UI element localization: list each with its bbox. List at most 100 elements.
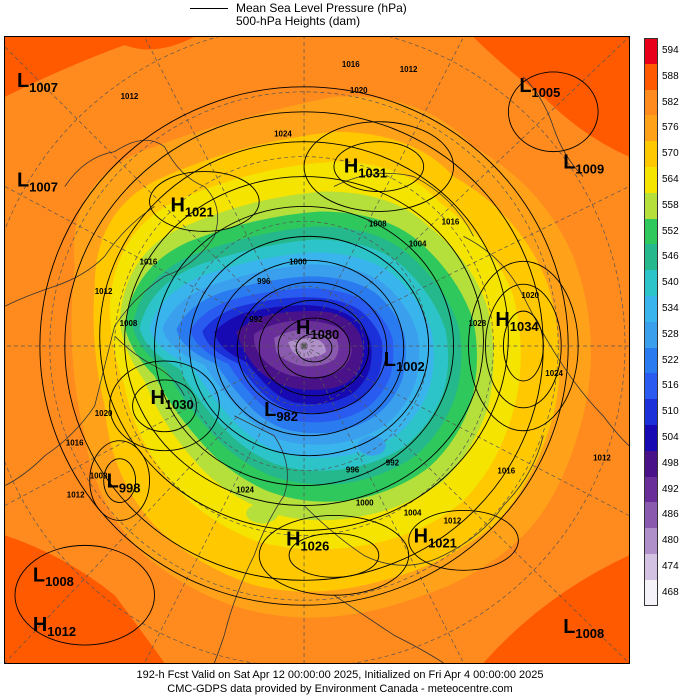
high-pressure-center: H1021 [170, 194, 213, 219]
isobar-label: 1008 [90, 472, 108, 481]
meridian [5, 345, 305, 506]
isobar [333, 141, 425, 192]
isobar [502, 310, 544, 382]
isobar-label: 1020 [521, 291, 539, 300]
isobar-label: 992 [386, 459, 400, 468]
colorbar-swatch [644, 89, 658, 116]
meridian [303, 186, 629, 347]
coastline-europe [303, 435, 544, 566]
band-588-se [483, 555, 629, 663]
colorbar-swatch [644, 167, 658, 193]
legend-line-icon [190, 7, 228, 9]
low-pressure-center: L1002 [384, 349, 425, 374]
colorbar-swatch [644, 218, 658, 245]
low-pressure-center: L1005 [519, 75, 560, 100]
isobar-labels: 1016 1012 1020 1024 1008 1004 1000 996 992 1028 10… [66, 60, 612, 526]
isobar-label: 1000 [289, 257, 307, 266]
colorbar-swatch [644, 244, 658, 271]
isobar-label: 1012 [593, 454, 611, 463]
colorbar-swatch [644, 192, 658, 219]
colorbar-label: 480 [662, 535, 679, 547]
isobar [109, 360, 220, 452]
isobar [303, 121, 455, 212]
isobar-label: 1012 [444, 516, 462, 525]
low-pressure-center: L1007 [17, 170, 58, 195]
isobar [485, 283, 562, 409]
isobar [188, 235, 430, 457]
colorbar-label: 498 [662, 457, 679, 469]
low-pressure-center: L1008 [33, 564, 74, 589]
isobar [213, 259, 405, 437]
isobar [124, 176, 484, 506]
colorbar-label: 474 [662, 560, 679, 572]
isobar [295, 333, 333, 363]
band-588-sw [5, 535, 165, 663]
isobar-label: 1000 [356, 499, 374, 508]
colorbar-swatch [644, 38, 658, 64]
coastline-alaska [5, 206, 155, 307]
isobar [132, 379, 197, 433]
isobar-label: 992 [249, 315, 263, 324]
isobar [39, 86, 569, 606]
isobar-label: 1028 [469, 319, 487, 328]
colorbar-label: 534 [662, 302, 679, 314]
low-pressure-center: L1007 [17, 70, 58, 95]
coastline-africa [333, 594, 444, 663]
height-field [5, 37, 629, 663]
colorbar-label: 564 [662, 173, 679, 185]
coastline-asia [463, 236, 629, 446]
isobar [149, 171, 260, 232]
colorbar-label: 492 [662, 483, 679, 495]
meridian [5, 345, 305, 663]
coastline-japan [523, 76, 584, 177]
isobar-label: 1020 [350, 86, 368, 95]
footer-forecast-info: 192-h Fcst Valid on Sat Apr 12 00:00:00 … [136, 669, 544, 681]
colorbar-swatch [644, 270, 658, 296]
weather-map: 1016 1012 1020 1024 1008 1004 1000 996 992 1028 10… [4, 36, 630, 664]
colorbar-swatch [644, 528, 658, 554]
isobar-label: 1016 [342, 60, 360, 69]
colorbar-swatch [644, 399, 658, 425]
isobar-label: 1012 [95, 287, 113, 296]
isobar [14, 544, 155, 646]
graticule [5, 37, 629, 663]
colorbar-label: 468 [662, 586, 679, 598]
meridian [303, 37, 464, 347]
isobar-label: 1016 [140, 257, 158, 266]
isobar-label: 1016 [442, 217, 460, 226]
meridian [144, 37, 305, 347]
colorbar-label: 546 [662, 251, 679, 263]
low-pressure-center: L1009 [563, 152, 604, 177]
colorbar-label: 504 [662, 431, 679, 443]
isobar-label: 996 [346, 466, 360, 475]
meridian [5, 46, 305, 347]
colorbar-label: 570 [662, 148, 679, 160]
isobar [103, 458, 137, 503]
isobar-label: 1024 [274, 130, 292, 139]
colorbar-label: 486 [662, 509, 679, 521]
colorbar-label: 594 [662, 44, 679, 56]
high-pressure-center: H1080 [296, 317, 339, 342]
isobar [258, 299, 370, 397]
pressure-centers: L1007 L1005 L1007 H1031 L1009 H1021 H1080 H1034… [17, 70, 604, 641]
colorbar-swatch [644, 321, 658, 348]
isobar [99, 141, 509, 531]
colorbar-swatch [644, 115, 658, 142]
legend-mslp-label: Mean Sea Level Pressure (hPa) [236, 1, 407, 15]
isobar-label: 1020 [95, 409, 113, 418]
coastline-greenland [213, 415, 288, 663]
meridian [303, 37, 629, 347]
band-504-low [357, 435, 386, 456]
legend-heights-label: 500-hPa Heights (dam) [236, 14, 361, 28]
colorbar-label: 522 [662, 354, 679, 366]
colorbar-swatch [644, 450, 658, 477]
legend-heights: 500-hPa Heights (dam) [190, 14, 360, 28]
low-pressure-center: L1008 [563, 616, 604, 641]
isobar [89, 440, 150, 521]
isobar [277, 317, 351, 379]
isobar-label: 1012 [67, 491, 85, 500]
footer-credit: CMC-GDPS data provided by Environment Ca… [167, 683, 513, 695]
colorbar-label: 510 [662, 406, 679, 418]
high-pressure-center: H1031 [344, 156, 387, 181]
colorbar-label: 552 [662, 225, 679, 237]
